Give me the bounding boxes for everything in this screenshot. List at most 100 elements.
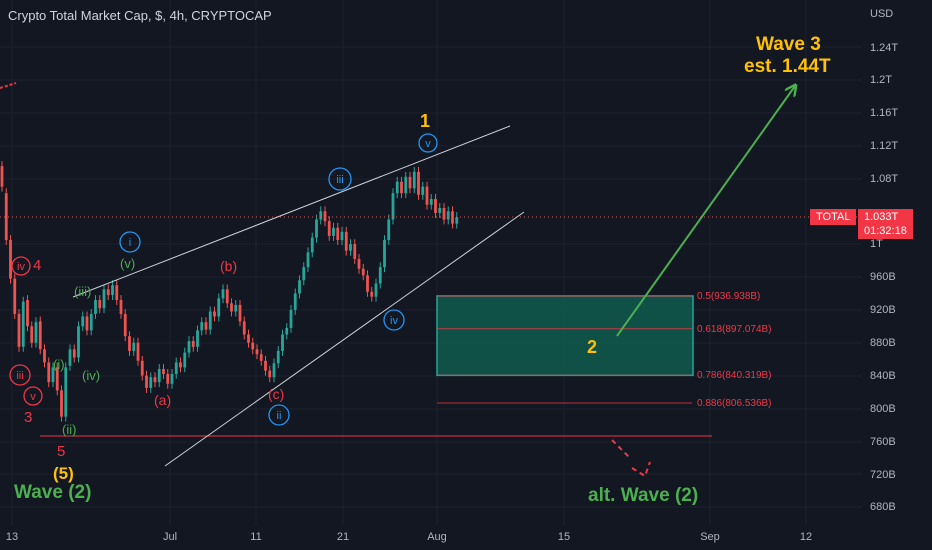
x-tick-label: 15 — [557, 531, 571, 543]
wedge-upper-line — [72, 125, 511, 298]
candle-body — [157, 369, 161, 383]
candle-body — [187, 341, 191, 353]
candle-body — [429, 198, 433, 205]
y-tick-label: 760B — [870, 436, 896, 448]
candle-body — [455, 217, 459, 224]
y-tick-label: 800B — [870, 403, 896, 415]
candle-body — [166, 373, 170, 384]
candle-body — [174, 362, 178, 374]
candle-body — [395, 181, 399, 194]
y-tick-label: 1.16T — [870, 107, 899, 119]
alt-wave-arrow — [611, 439, 651, 478]
candle-body — [77, 326, 80, 358]
candle-body — [315, 219, 318, 238]
candle-body — [4, 193, 8, 241]
candle-body — [13, 278, 17, 314]
candle-body — [21, 301, 25, 347]
y-tick-label: 1.08T — [870, 173, 899, 185]
candle-body — [225, 289, 229, 304]
candle-body — [383, 240, 386, 268]
sub-wave-ii: (ii) — [62, 422, 77, 437]
y-tick-label: 920B — [870, 304, 896, 316]
wave1-label: 1 — [420, 111, 431, 131]
corrective-b: (b) — [220, 258, 238, 274]
wave-v-top-ring — [418, 133, 438, 153]
candle-body — [391, 193, 395, 220]
x-tick-label: 21 — [336, 531, 350, 543]
wave5-number: 5 — [57, 443, 66, 460]
candle-body — [446, 211, 450, 220]
wave3-label: Wave 3 — [756, 34, 821, 55]
candle-body — [230, 303, 233, 312]
candle-body — [370, 291, 374, 297]
candle-body — [170, 373, 174, 384]
candle-body — [247, 334, 250, 343]
candle-body — [208, 311, 212, 330]
candle-body — [98, 300, 102, 309]
x-tick-label: 13 — [5, 531, 19, 543]
sub-wave-v: (v) — [120, 256, 136, 271]
candle-body — [47, 362, 51, 383]
candle-body — [442, 208, 446, 220]
axis-unit: USD — [870, 8, 894, 20]
candle-body — [30, 326, 34, 343]
wedge-lower-line — [164, 211, 525, 467]
candle-body — [204, 322, 208, 330]
candle-body — [94, 300, 97, 314]
candle-body — [221, 289, 225, 299]
fib-zone-box — [436, 295, 694, 377]
wave-iii-left-circle-ring — [9, 364, 31, 386]
candle-body — [310, 237, 314, 253]
candle-body — [404, 176, 408, 194]
candle-body — [119, 300, 123, 314]
candle-body — [34, 322, 38, 343]
fib-label: 0.5(936.938B) — [697, 291, 761, 302]
candle-body — [179, 362, 182, 368]
candle-body — [332, 227, 335, 236]
candle-body — [60, 390, 63, 417]
sub-wave-iii: (iii) — [74, 284, 92, 299]
countdown: 01:32:18 — [864, 225, 907, 237]
candle-body — [38, 321, 42, 350]
candle-body — [366, 275, 369, 292]
candle-body — [9, 240, 12, 279]
wave4-number: 4 — [33, 257, 42, 274]
candle-body — [213, 311, 216, 317]
wave3-estimate: est. 1.44T — [744, 56, 831, 77]
candle-body — [162, 369, 165, 374]
candle-body — [434, 198, 437, 213]
candle-body — [408, 176, 412, 189]
wave-iv4-circle-ring — [11, 256, 31, 276]
x-tick-label: 11 — [250, 531, 262, 543]
alt-wave2-label: alt. Wave (2) — [588, 485, 699, 506]
candle-body — [289, 309, 293, 328]
candle-body — [251, 342, 255, 350]
wave5-paren-label: (5) — [53, 464, 74, 483]
price-value: 1.033T — [864, 211, 899, 223]
wave2-target-label: 2 — [587, 337, 598, 357]
candle-body — [85, 316, 89, 331]
candle-body — [417, 171, 420, 195]
candle-body — [183, 352, 187, 368]
candle-body — [123, 313, 127, 337]
candle-body — [136, 342, 140, 361]
candle-body — [327, 221, 331, 236]
candle-body — [111, 285, 114, 296]
chart-title: Crypto Total Market Cap, $, 4h, CRYPTOCA… — [8, 8, 272, 23]
wave-iii-circle-ring — [328, 167, 352, 191]
candle-body — [26, 300, 29, 327]
y-tick-label: 1T — [870, 238, 883, 250]
candle-body — [72, 349, 76, 358]
candle-body — [387, 219, 391, 241]
candle-body — [145, 375, 148, 388]
candle-body — [264, 360, 267, 371]
candle-body — [276, 350, 280, 364]
candle-body — [17, 313, 21, 347]
candle-body — [361, 268, 365, 276]
x-tick-label: Sep — [700, 531, 720, 543]
sub-wave-iv: (iv) — [82, 368, 101, 383]
wave-v-left-circle-ring — [23, 386, 43, 406]
y-tick-label: 720B — [870, 469, 896, 481]
wave-i-circle-ring — [119, 231, 141, 253]
